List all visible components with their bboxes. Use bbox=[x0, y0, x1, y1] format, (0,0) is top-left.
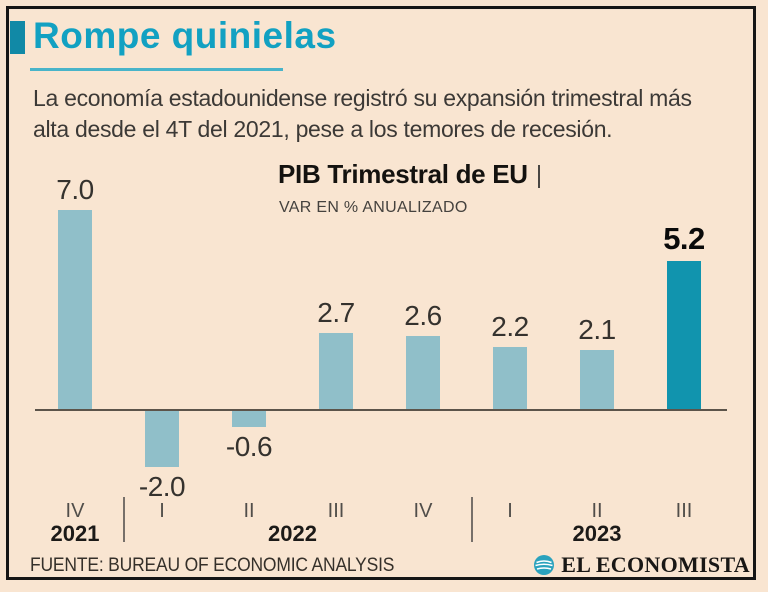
bar-value-label: 2.6 bbox=[404, 299, 442, 331]
chart-title-row: PIB Trimestral de EU | bbox=[278, 159, 542, 190]
subtitle-line-2: alta desde el 4T del 2021, pese a los te… bbox=[33, 116, 613, 142]
year-divider bbox=[122, 497, 125, 542]
axis-quarter-label: IV bbox=[65, 500, 85, 522]
year-divider bbox=[470, 497, 473, 542]
axis-quarter-label: II bbox=[591, 500, 603, 522]
axis-quarter-label: III bbox=[675, 500, 693, 522]
title-underline bbox=[30, 68, 283, 71]
title-accent-bar bbox=[10, 21, 25, 54]
bar-value-label: 2.2 bbox=[491, 311, 529, 343]
bar-value-label: 5.2 bbox=[663, 221, 705, 257]
axis-year-label: 2022 bbox=[268, 521, 317, 546]
source-text: FUENTE: BUREAU OF ECONOMIC ANALYSIS bbox=[30, 555, 395, 576]
bar-value-label: -0.6 bbox=[225, 431, 273, 463]
chart-title-separator: | bbox=[535, 161, 543, 189]
axis-quarter-label: II bbox=[243, 500, 255, 522]
chart-subtitle: VAR EN % ANUALIZADO bbox=[279, 199, 468, 216]
bar bbox=[493, 347, 527, 410]
bar-value-label: -2.0 bbox=[138, 471, 186, 503]
bar bbox=[232, 410, 266, 428]
chart-title: PIB Trimestral de EU bbox=[278, 159, 528, 189]
bar bbox=[406, 335, 440, 410]
subtitle: La economía estadounidense registró su e… bbox=[33, 83, 733, 145]
subtitle-line-1: La economía estadounidense registró su e… bbox=[33, 85, 692, 111]
bar bbox=[145, 410, 179, 468]
el-economista-logo-icon bbox=[534, 555, 555, 575]
bar-value-label: 2.7 bbox=[317, 296, 355, 328]
axis-quarter-label: III bbox=[327, 500, 345, 522]
axis-year-label: 2023 bbox=[572, 521, 622, 546]
axis-year-label: 2021 bbox=[50, 521, 100, 546]
bar bbox=[580, 350, 614, 410]
chart-area: 7.0 IV -2.0 I -0.6 II 2.7 III 2.6 IV 2.2 I 2.1 II 5.2 I… bbox=[35, 170, 727, 550]
x-axis-line bbox=[35, 409, 727, 411]
bar bbox=[58, 210, 92, 410]
axis-quarter-label: I bbox=[507, 500, 513, 522]
bar-highlight bbox=[667, 261, 701, 410]
brand-name: EL ECONOMISTA bbox=[561, 552, 750, 577]
bar bbox=[319, 332, 353, 410]
axis-quarter-label: IV bbox=[413, 500, 433, 522]
bar-value-label: 7.0 bbox=[56, 174, 94, 205]
bar-value-label: 2.1 bbox=[578, 314, 616, 345]
page-title: Rompe quinielas bbox=[33, 15, 337, 56]
brand-logo: EL ECONOMISTA bbox=[533, 552, 750, 578]
axis-quarter-label: I bbox=[159, 500, 165, 522]
